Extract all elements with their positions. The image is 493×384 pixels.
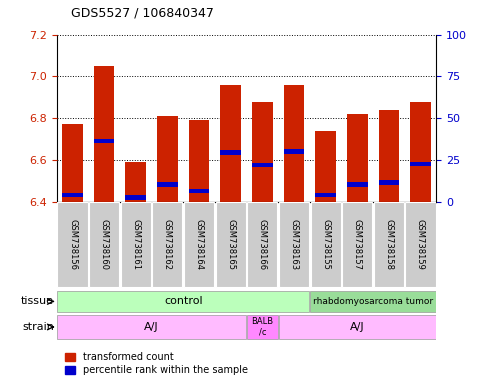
Text: GSM738158: GSM738158 bbox=[385, 219, 393, 270]
Bar bbox=[311, 202, 341, 287]
Text: tissue: tissue bbox=[21, 296, 54, 306]
Bar bbox=[58, 202, 88, 287]
Bar bbox=[89, 202, 119, 287]
Text: GSM738166: GSM738166 bbox=[258, 219, 267, 270]
Text: GSM738161: GSM738161 bbox=[131, 219, 141, 270]
Bar bbox=[215, 202, 246, 287]
Bar bbox=[57, 291, 309, 312]
Bar bbox=[316, 193, 336, 197]
Bar bbox=[374, 202, 404, 287]
Bar bbox=[189, 120, 210, 202]
Bar bbox=[347, 114, 367, 202]
Bar bbox=[94, 66, 114, 202]
Text: A/J: A/J bbox=[350, 322, 364, 332]
Text: GSM738164: GSM738164 bbox=[195, 219, 204, 270]
Text: rhabdomyosarcoma tumor: rhabdomyosarcoma tumor bbox=[313, 297, 433, 306]
Text: GSM738159: GSM738159 bbox=[416, 219, 425, 270]
Bar bbox=[279, 315, 436, 339]
Bar bbox=[342, 202, 372, 287]
Bar bbox=[220, 150, 241, 155]
Bar bbox=[279, 202, 309, 287]
Text: GSM738160: GSM738160 bbox=[100, 219, 108, 270]
Bar bbox=[247, 315, 278, 339]
Bar bbox=[283, 149, 304, 154]
Bar bbox=[220, 85, 241, 202]
Bar bbox=[121, 202, 151, 287]
Text: BALB
/c: BALB /c bbox=[251, 317, 274, 337]
Bar bbox=[252, 162, 273, 167]
Bar bbox=[410, 162, 431, 166]
Bar bbox=[62, 124, 83, 202]
Bar bbox=[184, 202, 214, 287]
Text: GSM738162: GSM738162 bbox=[163, 219, 172, 270]
Text: GSM738165: GSM738165 bbox=[226, 219, 235, 270]
Bar bbox=[152, 202, 182, 287]
Text: A/J: A/J bbox=[144, 322, 159, 332]
Bar bbox=[126, 195, 146, 200]
Bar bbox=[62, 193, 83, 197]
Bar bbox=[247, 202, 278, 287]
Bar bbox=[316, 131, 336, 202]
Text: control: control bbox=[164, 296, 203, 306]
Text: GSM738156: GSM738156 bbox=[68, 219, 77, 270]
Bar bbox=[57, 315, 246, 339]
Bar bbox=[283, 85, 304, 202]
Bar bbox=[379, 180, 399, 185]
Bar bbox=[126, 162, 146, 202]
Bar bbox=[94, 139, 114, 143]
Text: GSM738155: GSM738155 bbox=[321, 219, 330, 270]
Bar bbox=[157, 116, 177, 202]
Text: GSM738163: GSM738163 bbox=[289, 219, 298, 270]
Bar bbox=[252, 103, 273, 202]
Bar bbox=[405, 202, 435, 287]
Text: strain: strain bbox=[22, 322, 54, 332]
Bar bbox=[189, 189, 210, 193]
Legend: transformed count, percentile rank within the sample: transformed count, percentile rank withi… bbox=[62, 348, 252, 379]
Bar bbox=[311, 291, 436, 312]
Bar bbox=[410, 103, 431, 202]
Text: GDS5527 / 106840347: GDS5527 / 106840347 bbox=[71, 6, 214, 19]
Bar bbox=[347, 182, 367, 187]
Bar bbox=[379, 110, 399, 202]
Text: GSM738157: GSM738157 bbox=[352, 219, 362, 270]
Bar bbox=[157, 182, 177, 187]
